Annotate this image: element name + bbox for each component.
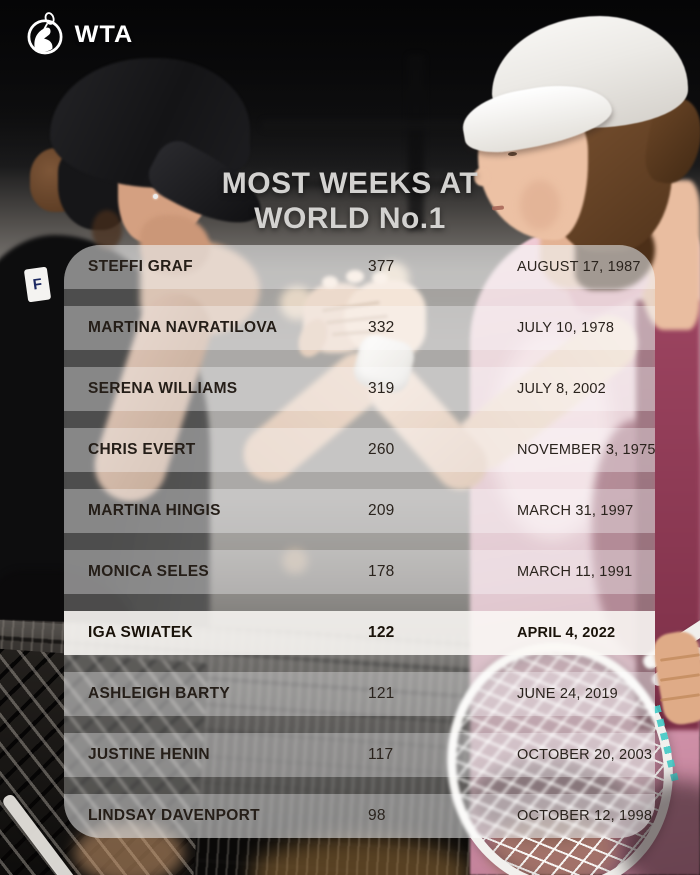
stadium-rail: [262, 120, 462, 130]
table-row: JUSTINE HENIN 117 OCTOBER 20, 2003: [64, 733, 655, 777]
table-row: IGA SWIATEK 122 APRIL 4, 2022: [64, 611, 655, 655]
player-name: MARTINA HINGIS: [88, 501, 221, 519]
weeks-count: 332: [368, 318, 395, 336]
table-row: MARTINA NAVRATILOVA 332 JULY 10, 1978: [64, 306, 655, 350]
title-line-1: MOST WEEKS AT: [221, 167, 479, 200]
player-right-nose: [474, 168, 490, 186]
wta-emblem-icon: [27, 12, 63, 55]
date-reached: JUNE 24, 2019: [517, 686, 618, 703]
fila-logo-patch: F: [23, 266, 52, 303]
player-right-cheek: [520, 180, 560, 230]
player-name: JUSTINE HENIN: [88, 746, 210, 764]
table-row: STEFFI GRAF 377 AUGUST 17, 1987: [64, 245, 655, 289]
table-row: CHRIS EVERT 260 NOVEMBER 3, 1975: [64, 428, 655, 472]
player-name: ASHLEIGH BARTY: [88, 685, 230, 703]
weeks-count: 121: [368, 685, 395, 703]
date-reached: JULY 10, 1978: [517, 319, 615, 336]
weeks-count: 209: [368, 501, 395, 519]
table-row: LINDSAY DAVENPORT 98 OCTOBER 12, 1998: [64, 794, 655, 838]
date-reached: APRIL 4, 2022: [517, 625, 616, 642]
weeks-count: 117: [368, 746, 394, 764]
table-row: ASHLEIGH BARTY 121 JUNE 24, 2019: [64, 672, 655, 716]
table-row: MARTINA HINGIS 209 MARCH 31, 1997: [64, 489, 655, 533]
table-row: SERENA WILLIAMS 319 JULY 8, 2002: [64, 367, 655, 411]
fila-letter: F: [31, 275, 44, 294]
player-name: IGA SWIATEK: [88, 624, 193, 642]
weeks-count: 122: [368, 624, 395, 642]
stadium-rail: [268, 180, 448, 188]
player-name: SERENA WILLIAMS: [88, 379, 238, 397]
title-line-2: WORLD No.1: [254, 202, 446, 235]
weeks-count: 98: [368, 807, 386, 825]
player-left-hair: [92, 210, 122, 250]
earring: [153, 194, 158, 199]
page-title: MOST WEEKS AT WORLD No.1: [0, 166, 700, 236]
weeks-count: 319: [368, 379, 395, 397]
date-reached: AUGUST 17, 1987: [517, 258, 641, 275]
date-reached: MARCH 31, 1997: [517, 502, 634, 519]
table-row: MONICA SELES 178 MARCH 11, 1991: [64, 550, 655, 594]
leaderboard: STEFFI GRAF 377 AUGUST 17, 1987 MARTINA …: [64, 245, 655, 838]
weeks-count: 377: [368, 257, 395, 275]
date-reached: OCTOBER 20, 2003: [517, 747, 653, 764]
wta-logo: WTA: [22, 12, 132, 58]
weeks-count: 260: [368, 440, 395, 458]
weeks-count: 178: [368, 562, 395, 580]
player-name: CHRIS EVERT: [88, 440, 196, 458]
date-reached: NOVEMBER 3, 1975: [517, 441, 655, 458]
wta-wordmark: WTA: [74, 21, 134, 48]
player-name: STEFFI GRAF: [88, 257, 193, 275]
date-reached: JULY 8, 2002: [517, 380, 606, 397]
player-name: LINDSAY DAVENPORT: [88, 807, 260, 825]
player-name: MONICA SELES: [88, 562, 210, 580]
date-reached: OCTOBER 12, 1998: [517, 808, 653, 825]
date-reached: MARCH 11, 1991: [517, 563, 633, 580]
player-name: MARTINA NAVRATILOVA: [88, 318, 278, 336]
